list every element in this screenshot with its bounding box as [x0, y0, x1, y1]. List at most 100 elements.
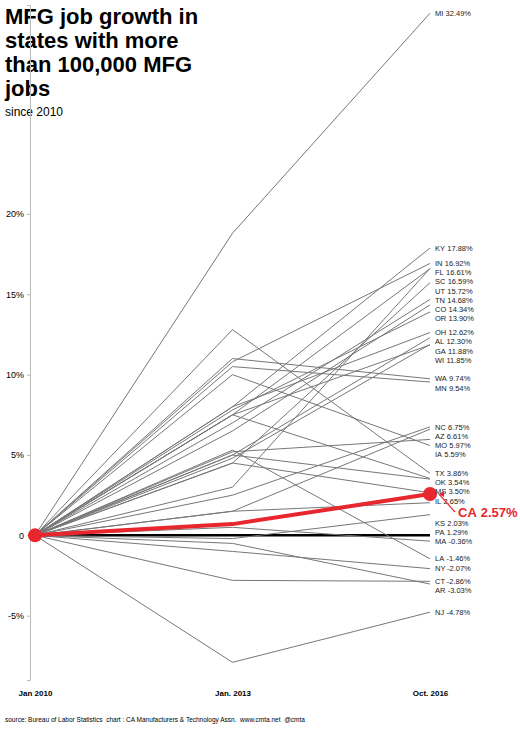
chart: MFG job growth instates with morethan 10…	[0, 0, 520, 732]
series-name: WI	[435, 356, 444, 365]
end-label: GA11.88%	[435, 347, 473, 356]
data-label: 14.68%	[447, 296, 473, 305]
data-label: 9.54%	[449, 384, 471, 393]
y-tick-mark	[27, 214, 30, 215]
series-line	[35, 330, 430, 536]
series-line	[35, 345, 430, 535]
end-label: TX3.86%	[435, 469, 468, 478]
end-labels: MI32.49%KY17.88%IN16.92%FL16.61%SC16.59%…	[435, 9, 518, 617]
data-label: 5.97%	[449, 441, 471, 450]
series-name: UT	[435, 287, 445, 296]
end-label: IN16.92%	[435, 259, 471, 268]
series-name: IA	[435, 450, 442, 459]
series-name: FL	[435, 268, 444, 277]
end-label: CT-2.86%	[435, 577, 471, 586]
title-line: jobs	[4, 76, 50, 101]
series-line	[35, 429, 430, 535]
data-label: 3.50%	[449, 487, 471, 496]
end-label: SC16.59%	[435, 277, 473, 286]
series-line	[35, 13, 430, 535]
y-tick-label: -5%	[8, 611, 24, 621]
data-label: 12.62%	[449, 328, 475, 337]
end-label: MO5.97%	[435, 441, 471, 450]
series-name: TX	[435, 469, 445, 478]
end-label: MI32.49%	[435, 9, 471, 18]
end-label: MN9.54%	[435, 384, 471, 393]
title-line: states with more	[5, 28, 179, 53]
y-tick: 10%	[6, 370, 30, 380]
y-tick-label: 15%	[6, 290, 24, 300]
series-name: MS	[435, 487, 446, 496]
end-label: AL12.30%	[435, 337, 472, 346]
series-name: PA	[435, 528, 444, 537]
series-line	[35, 494, 430, 535]
series-name: GA	[435, 347, 446, 356]
y-tick: -5%	[8, 611, 30, 621]
end-label: WI11.85%	[435, 356, 472, 365]
end-label: FL16.61%	[435, 268, 472, 277]
series-marker	[28, 528, 42, 542]
series-line	[35, 535, 430, 581]
x-tick: Jan. 2013	[215, 684, 252, 698]
data-label: 15.72%	[447, 287, 473, 296]
end-label: UT15.72%	[435, 287, 473, 296]
data-label: 11.88%	[448, 347, 473, 356]
data-label: 13.90%	[449, 314, 475, 323]
x-tick-label: Oct. 2016	[413, 689, 449, 698]
data-label: -2.86%	[447, 577, 471, 586]
y-tick: 15%	[6, 290, 30, 300]
end-label: CA 2.57%	[458, 505, 518, 520]
data-label: 16.59%	[448, 277, 474, 286]
data-label: 6.75%	[448, 423, 470, 432]
y-tick: 5%	[11, 450, 30, 460]
series-line	[35, 535, 430, 662]
y-tick-label: 10%	[6, 370, 24, 380]
x-tick: Oct. 2016	[413, 684, 449, 698]
series-name: LA	[435, 554, 444, 563]
data-label: 14.34%	[449, 305, 475, 314]
end-label: LA-1.46%	[435, 554, 471, 563]
series-line	[35, 450, 430, 559]
series-name: AZ	[435, 432, 445, 441]
series-name: TN	[435, 296, 445, 305]
series-line	[35, 283, 430, 536]
series-line	[35, 263, 430, 535]
data-label: 2.03%	[447, 519, 469, 528]
series-line	[35, 359, 430, 536]
y-tick-mark	[27, 455, 30, 456]
series-line	[35, 527, 430, 541]
series-name: OH	[435, 328, 446, 337]
series-line	[35, 455, 430, 535]
y-tick: 20%	[6, 209, 30, 219]
series-name: CA	[458, 505, 477, 520]
end-label: OK3.54%	[435, 478, 470, 487]
series-line	[35, 268, 430, 535]
title-line: MFG job growth in	[5, 4, 198, 29]
y-tick-mark	[27, 616, 30, 617]
data-label: 16.61%	[446, 268, 472, 277]
series-name: IL	[435, 497, 441, 506]
y-tick-label: 20%	[6, 209, 24, 219]
series-line	[35, 248, 430, 535]
series-name: NY	[435, 564, 445, 573]
source: source: Bureau of Labor Statistics chart…	[5, 716, 305, 724]
series-name: OK	[435, 478, 446, 487]
data-label: -2.07%	[447, 564, 471, 573]
series-line	[35, 535, 430, 568]
title: MFG job growth instates with morethan 10…	[4, 4, 198, 101]
end-label: NY-2.07%	[435, 564, 471, 573]
x-tick-label: Jan 2010	[19, 689, 53, 698]
title-line: than 100,000 MFG	[5, 52, 192, 77]
series-line	[35, 375, 430, 536]
end-label: CO14.34%	[435, 305, 474, 314]
x-tick-label: Jan. 2013	[215, 689, 252, 698]
end-label: IA5.59%	[435, 450, 466, 459]
series-line	[35, 312, 430, 535]
data-label: -1.46%	[446, 554, 470, 563]
series-line	[35, 415, 430, 536]
series-name: CT	[435, 577, 445, 586]
end-label: AZ6.61%	[435, 432, 468, 441]
series-name: WA	[435, 374, 447, 383]
subtitle: since 2010	[5, 105, 63, 119]
data-label: 2.57%	[481, 505, 518, 520]
